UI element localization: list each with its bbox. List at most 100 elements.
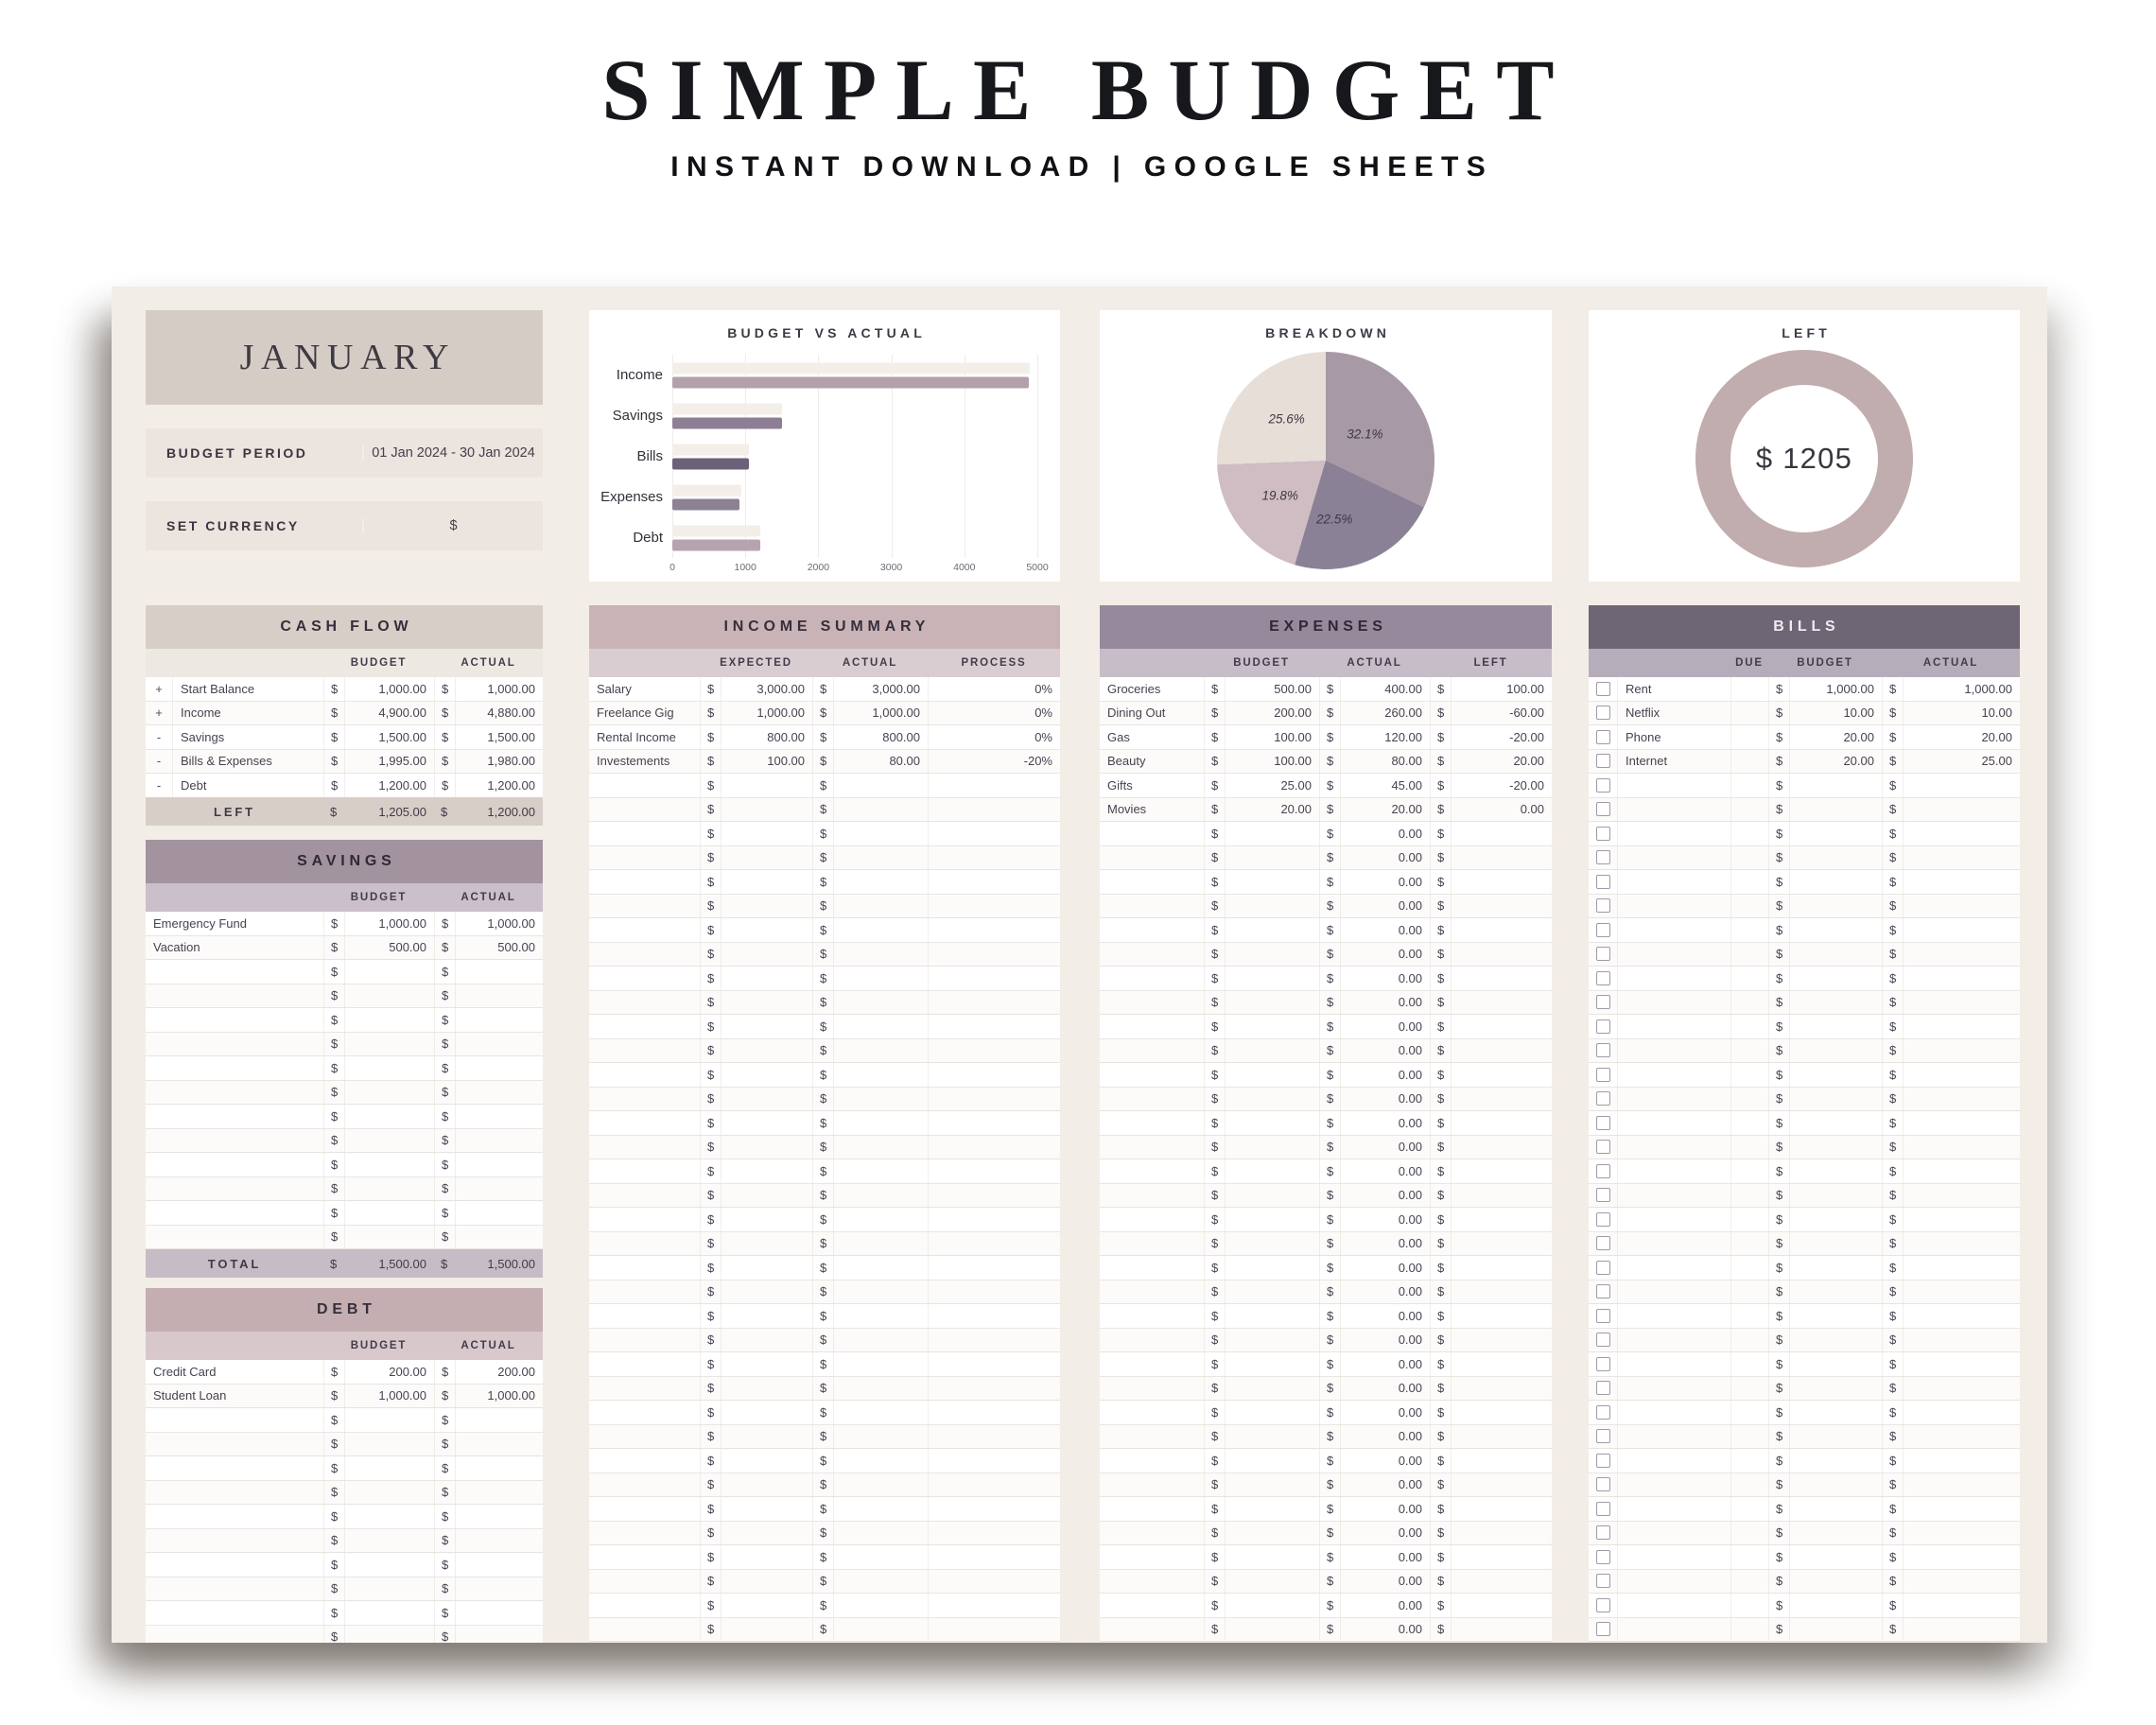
currency-cell[interactable]: $ [700, 1183, 721, 1207]
budget-cell[interactable]: 1,500.00 [344, 725, 434, 749]
budget-cell[interactable] [1225, 1038, 1319, 1062]
currency-cell[interactable]: $ [812, 918, 833, 942]
currency-cell[interactable]: $ [1882, 797, 1903, 821]
name-cell[interactable]: Vacation [153, 940, 200, 955]
actual-cell[interactable]: 0.00 [1340, 1208, 1430, 1231]
name-cell[interactable] [589, 967, 700, 990]
left-cell[interactable] [1451, 1063, 1552, 1087]
due-cell[interactable] [1730, 1183, 1768, 1207]
currency-cell[interactable]: $ [700, 1521, 721, 1544]
actual-cell[interactable]: 0.00 [1340, 1328, 1430, 1351]
actual-cell[interactable] [1903, 1304, 2020, 1328]
currency-cell[interactable]: $ [1430, 1015, 1451, 1038]
currency-cell[interactable]: $ [1204, 1038, 1225, 1062]
actual-cell[interactable]: 0.00 [1340, 942, 1430, 966]
name-cell[interactable] [589, 1256, 700, 1280]
currency-cell[interactable]: $ [812, 1424, 833, 1448]
left-cell[interactable] [1451, 990, 1552, 1014]
process-cell[interactable] [928, 1401, 1060, 1424]
actual-cell[interactable] [833, 1159, 928, 1183]
actual-cell[interactable] [833, 1617, 928, 1641]
currency-cell[interactable]: $ [1430, 1135, 1451, 1159]
bill-checkbox-cell[interactable] [1589, 1545, 1617, 1569]
currency-cell[interactable]: $ [1768, 990, 1789, 1014]
currency-cell[interactable]: $ [1768, 845, 1789, 869]
actual-cell[interactable] [1903, 894, 2020, 917]
actual-cell[interactable] [833, 1063, 928, 1087]
currency-cell[interactable]: $ [434, 1176, 455, 1200]
bill-checkbox[interactable] [1595, 1525, 1610, 1541]
process-cell[interactable]: -20% [928, 749, 1060, 773]
bill-checkbox-cell[interactable] [1589, 1304, 1617, 1328]
currency-cell[interactable]: $ [1319, 1352, 1340, 1376]
currency-cell[interactable]: $ [1430, 774, 1451, 797]
name-cell[interactable] [589, 774, 700, 797]
actual-cell[interactable]: 0.00 [1340, 1472, 1430, 1496]
currency-cell[interactable]: $ [1430, 1063, 1451, 1087]
actual-cell[interactable] [1903, 822, 2020, 845]
currency-cell[interactable]: $ [1768, 1304, 1789, 1328]
name-cell[interactable] [589, 1497, 700, 1521]
currency-cell[interactable]: $ [323, 1176, 344, 1200]
budget-cell[interactable]: 1,000.00 [1789, 677, 1882, 701]
bill-checkbox[interactable] [1595, 1308, 1610, 1323]
actual-cell[interactable] [1903, 845, 2020, 869]
bill-checkbox-cell[interactable] [1589, 1136, 1617, 1159]
currency-cell[interactable]: $ [323, 960, 344, 984]
currency-cell[interactable]: $ [1430, 1545, 1451, 1569]
actual-cell[interactable] [1903, 774, 2020, 797]
expected-cell[interactable] [721, 990, 812, 1014]
currency-cell[interactable]: $ [812, 1401, 833, 1424]
actual-cell[interactable]: 1,000.00 [455, 1384, 543, 1407]
due-cell[interactable] [1730, 774, 1768, 797]
name-cell[interactable] [146, 1177, 323, 1201]
currency-cell[interactable]: $ [1319, 1424, 1340, 1448]
process-cell[interactable] [928, 894, 1060, 917]
process-cell[interactable] [928, 1424, 1060, 1448]
name-cell[interactable] [146, 1129, 323, 1153]
currency-cell[interactable]: $ [1319, 1087, 1340, 1110]
bill-checkbox[interactable] [1595, 1236, 1610, 1251]
budget-cell[interactable] [1225, 1183, 1319, 1207]
currency-cell[interactable]: $ [323, 1625, 344, 1643]
budget-cell[interactable] [1225, 967, 1319, 990]
actual-cell[interactable]: 0.00 [1340, 1063, 1430, 1087]
currency-cell[interactable]: $ [1319, 845, 1340, 869]
currency-cell[interactable]: $ [1319, 725, 1340, 749]
actual-cell[interactable] [455, 1153, 543, 1176]
budget-cell[interactable] [1789, 918, 1882, 942]
budget-cell[interactable] [1225, 1545, 1319, 1569]
left-cell[interactable] [1451, 967, 1552, 990]
actual-cell[interactable]: 4,880.00 [455, 701, 543, 724]
actual-cell[interactable]: 20.00 [1903, 725, 2020, 749]
name-cell[interactable] [589, 1352, 700, 1376]
left-cell[interactable] [1451, 1038, 1552, 1062]
currency-cell[interactable]: $ [1882, 1472, 1903, 1496]
currency-cell[interactable]: $ [1319, 1521, 1340, 1544]
actual-cell[interactable] [455, 1105, 543, 1128]
expected-cell[interactable] [721, 1304, 812, 1328]
currency-cell[interactable]: $ [434, 960, 455, 984]
currency-cell[interactable]: $ [434, 1456, 455, 1480]
budget-cell[interactable] [1789, 1449, 1882, 1472]
currency-cell[interactable]: $ [434, 1577, 455, 1600]
currency-cell[interactable]: $ [434, 1128, 455, 1152]
bill-checkbox[interactable] [1595, 1211, 1610, 1227]
currency-cell[interactable]: $ [812, 1159, 833, 1183]
sign-cell[interactable]: - [156, 777, 162, 793]
currency-cell[interactable]: $ [700, 1038, 721, 1062]
budget-cell[interactable] [1225, 1231, 1319, 1255]
name-cell[interactable]: Debt [172, 774, 323, 797]
bill-checkbox-cell[interactable] [1589, 1377, 1617, 1401]
currency-cell[interactable]: $ [1768, 1038, 1789, 1062]
expected-cell[interactable] [721, 1352, 812, 1376]
currency-cell[interactable]: $ [1204, 1111, 1225, 1135]
currency-cell[interactable]: $ [1319, 774, 1340, 797]
currency-cell[interactable]: $ [1430, 1231, 1451, 1255]
budget-cell[interactable] [1225, 1376, 1319, 1400]
name-cell[interactable] [1100, 991, 1204, 1015]
actual-cell[interactable] [833, 822, 928, 845]
actual-cell[interactable] [1903, 1015, 2020, 1038]
left-cell[interactable] [1451, 1015, 1552, 1038]
set-currency-value[interactable]: $ [449, 518, 458, 533]
